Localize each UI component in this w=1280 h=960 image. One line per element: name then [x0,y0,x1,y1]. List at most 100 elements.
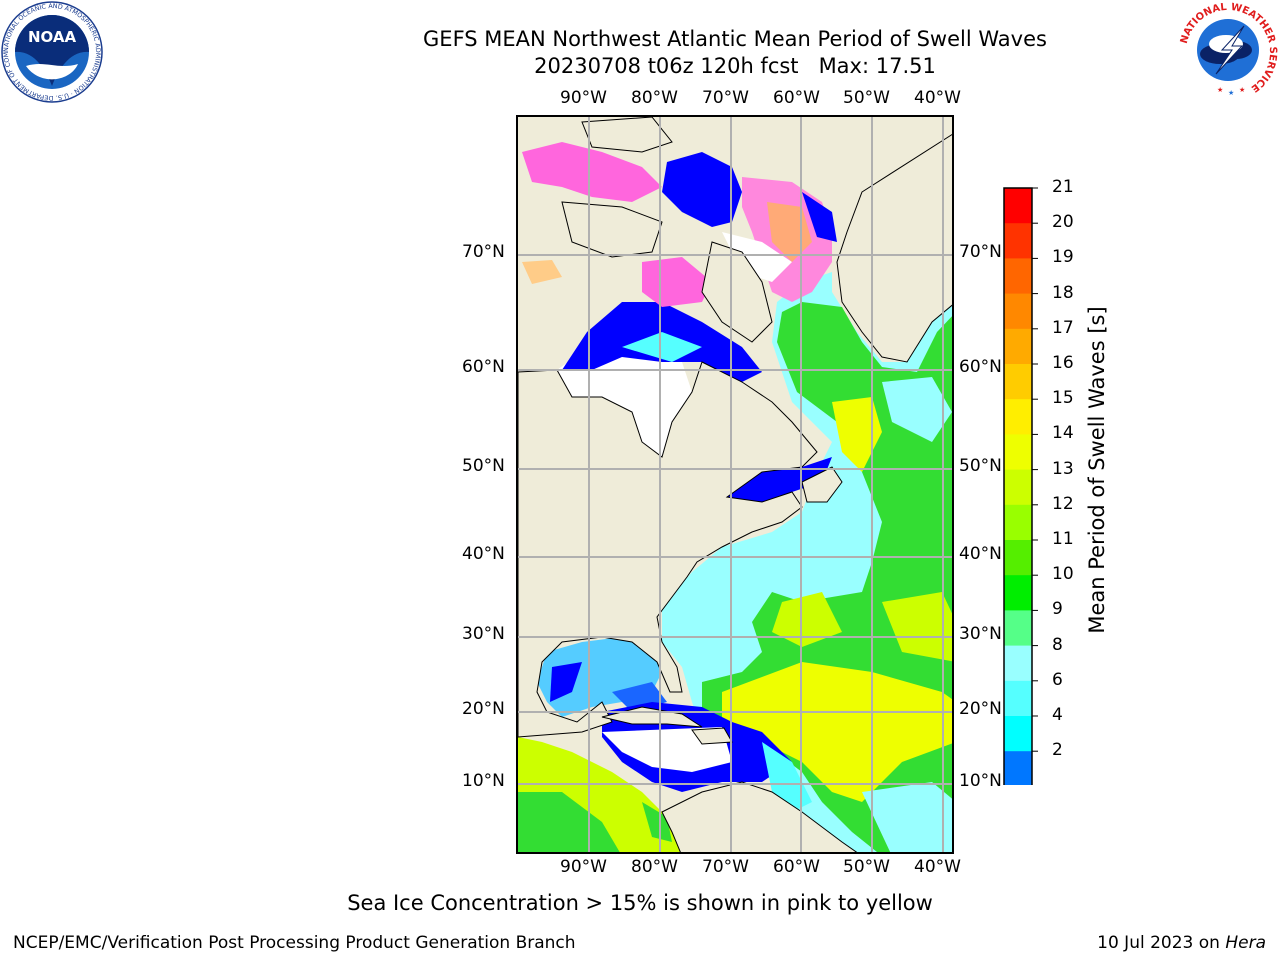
footer-credit: NCEP/EMC/Verification Post Processing Pr… [13,933,576,953]
colorbar-segment [1004,575,1032,611]
colorbar-level-label: 2 [1052,740,1063,761]
lon-tick-top: 80°W [631,88,678,108]
lat-tick-right: 60°N [959,357,1002,377]
colorbar-level-label: 9 [1052,599,1063,620]
land-south-america [661,781,858,852]
gulf-blue [550,662,582,702]
colorbar-level-label: 15 [1052,388,1074,409]
colorbar-level-label: 13 [1052,458,1074,479]
lon-tick-top: 50°W [843,88,890,108]
colorbar-segment [1004,293,1032,330]
lat-tick-left: 20°N [462,699,505,719]
footer-host: Hera [1225,933,1266,953]
colorbar-segment [1004,540,1032,576]
lon-tick-top: 70°W [702,88,749,108]
colorbar-level-label: 11 [1052,529,1074,549]
land-north-america [518,361,818,738]
land-greenland [836,133,952,363]
colorbar-segment [1004,188,1032,224]
lon-tick-bottom: 90°W [560,857,607,877]
chart-subtitle: 20230708 t06z 120h fcst Max: 17.51 [534,54,936,78]
land-arctic-islands [581,117,673,153]
baffin-bay-blue [662,152,742,227]
land-arctic-islands [561,201,663,258]
lat-tick-left: 30°N [462,624,505,644]
colorbar-segment [1004,645,1032,682]
swell-period-map [518,117,952,852]
lat-tick-right: 50°N [959,456,1002,476]
colorbar-segment [1004,223,1032,259]
colorbar-segment [1004,258,1032,295]
noaa-logo: NATIONAL OCEANIC AND ATMOSPHERIC ADMINIS… [0,0,104,104]
lat-tick-right: 30°N [959,624,1002,644]
svg-text:★: ★ [1239,86,1245,94]
map-panel [516,115,954,854]
colorbar-segment [1004,610,1032,647]
svg-text:★: ★ [1217,86,1223,94]
lat-tick-left: 70°N [462,242,505,262]
ocean-cyan-patch [862,782,952,852]
pacific-green [642,802,672,842]
colorbar-level-label: 8 [1052,634,1063,655]
arctic-nodata [722,232,792,282]
lat-tick-right: 10°N [959,771,1002,791]
colorbar-scale [1003,187,1038,816]
colorbar-level-label: 16 [1052,353,1074,373]
lat-tick-right: 70°N [959,242,1002,262]
lon-tick-bottom: 50°W [843,857,890,877]
colorbar-segment [1004,680,1032,717]
footer-date: 10 Jul 2023 on Hera [1097,933,1266,953]
lon-tick-top: 60°W [773,88,820,108]
colorbar-level-label: 10 [1052,564,1074,585]
hudson-strait-cyan [622,332,702,362]
colorbar-level-label: 20 [1052,212,1074,233]
lon-tick-top: 40°W [914,88,961,108]
colorbar-segment [1004,469,1032,506]
colorbar-segment [1004,328,1032,365]
graticule [518,117,952,852]
colorbar-level-label: 6 [1052,669,1063,690]
ocean-cyan-patch [882,377,952,442]
arctic-ice [522,260,562,284]
nws-logo: NATIONAL WEATHER SERVICE ★ ★ ★ [1176,0,1280,104]
lon-tick-bottom: 70°W [702,857,749,877]
ocean-yellow-patch [882,592,952,662]
footer-date-text: 10 Jul 2023 on [1097,933,1226,953]
colorbar-segment [1004,716,1032,752]
colorbar [1000,185,1040,816]
pacific-green [518,792,620,852]
land-baffin-island [701,241,773,343]
lon-tick-bottom: 80°W [631,857,678,877]
colorbar-segment [1004,399,1032,435]
ocean-yellow-patch [772,592,842,647]
chart-title: GEFS MEAN Northwest Atlantic Mean Period… [423,27,1047,51]
baffin-bay-blue [802,192,837,242]
noaa-logo-text: NOAA [28,28,77,46]
colorbar-title: Mean Period of Swell Waves [s] [1085,306,1109,634]
lat-tick-right: 20°N [959,699,1002,719]
lat-tick-right: 40°N [959,544,1002,564]
ocean-yellow-patch [722,662,952,802]
arctic-ice [642,257,712,307]
colorbar-level-label: 4 [1052,705,1063,725]
colorbar-level-label: 12 [1052,493,1074,514]
lat-tick-left: 60°N [462,357,505,377]
colorbar-level-label: 14 [1052,423,1074,444]
colorbar-segment [1004,364,1032,400]
lat-tick-left: 40°N [462,544,505,564]
sea-ice-caption: Sea Ice Concentration > 15% is shown in … [347,891,933,915]
ocean-yellow-patch [832,397,882,472]
colorbar-segment [1004,751,1032,787]
lat-tick-left: 50°N [462,456,505,476]
lon-tick-bottom: 60°W [773,857,820,877]
lat-tick-left: 10°N [462,771,505,791]
colorbar-level-label: 18 [1052,282,1074,303]
colorbar-level-label: 17 [1052,317,1074,338]
colorbar-level-label: 19 [1052,247,1074,268]
colorbar-level-label: 21 [1052,177,1074,197]
colorbar-segment [1004,434,1032,471]
lon-tick-bottom: 40°W [914,857,961,877]
arctic-ice [522,142,662,202]
svg-text:★: ★ [1228,89,1234,97]
lon-tick-top: 90°W [560,88,607,108]
